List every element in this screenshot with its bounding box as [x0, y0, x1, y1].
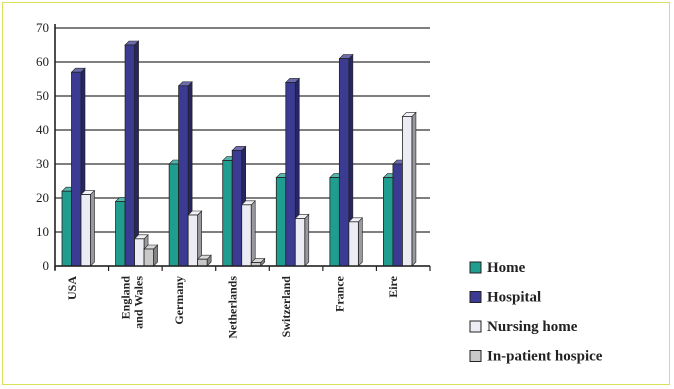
bar-side [304, 213, 310, 267]
bar [240, 200, 256, 267]
y-tick-label: 20 [36, 190, 49, 205]
y-tick-label: 10 [36, 224, 49, 239]
bar [348, 217, 364, 267]
bar-face [392, 163, 403, 267]
bar-face [402, 116, 413, 267]
bar-face [241, 204, 252, 267]
bar [250, 257, 266, 267]
x-category-label: Netherlands [226, 276, 240, 339]
bar [401, 111, 417, 267]
legend-label: In-patient hospice [487, 349, 603, 365]
bar [294, 213, 310, 267]
legend-label: Hospital [487, 290, 541, 306]
bar-face [338, 58, 350, 267]
bar-face [61, 190, 72, 267]
x-category-line: France [333, 275, 347, 312]
x-category-label: Englandand Wales [118, 276, 145, 329]
bar-side [411, 111, 417, 267]
bar [196, 254, 212, 267]
bar [124, 40, 140, 267]
bar-face [178, 85, 189, 267]
x-category-line: Eire [386, 275, 400, 297]
x-category-line: USA [65, 276, 79, 300]
legend-item: Nursing home [469, 319, 578, 335]
legend-swatch [469, 291, 482, 303]
bar-face [124, 44, 135, 267]
legend-item: In-patient hospice [469, 349, 603, 365]
x-category-line: and Wales [131, 276, 145, 329]
bar [143, 244, 159, 267]
x-category-line: Germany [172, 276, 186, 325]
bar-face [294, 217, 306, 267]
legend-label: Nursing home [487, 319, 578, 335]
x-category-line: Netherlands [226, 276, 240, 339]
y-tick-label: 0 [43, 258, 50, 273]
bar-side [358, 217, 363, 267]
legend-item: Home [469, 260, 526, 276]
y-tick-label: 70 [36, 20, 49, 35]
y-tick-label: 30 [36, 156, 49, 171]
bar-side [90, 189, 95, 267]
legend-swatch [469, 320, 482, 333]
legend-label: Home [487, 260, 526, 276]
x-category-line: Switzerland [279, 276, 293, 338]
y-tick-label: 40 [36, 122, 49, 137]
bar-face [80, 194, 91, 267]
x-category-label: USA [65, 276, 79, 300]
bar-face [168, 163, 180, 267]
bar-face [115, 200, 126, 267]
x-category-label: Eire [386, 275, 400, 297]
bar-face [143, 248, 154, 267]
bar-face [134, 238, 145, 267]
legend-swatch [469, 350, 482, 362]
bar-face [187, 214, 199, 267]
bars [61, 40, 417, 267]
legend: Home Hospital Nursing home In-patient hospi… [469, 260, 603, 365]
bar-face [231, 149, 243, 267]
x-axis-categories: USA Englandand Wales Germany Netherlands Swi… [65, 275, 400, 338]
legend-item: Hospital [469, 290, 541, 306]
bar [80, 189, 96, 267]
bar-face [197, 258, 208, 267]
y-tick-label: 50 [36, 88, 49, 103]
bar-face [71, 71, 82, 267]
x-category-label: Switzerland [279, 276, 293, 338]
axes [54, 24, 431, 271]
bar-face [329, 177, 340, 267]
x-category-line: England [118, 276, 132, 320]
x-category-label: Germany [172, 276, 186, 325]
bar-side [250, 200, 256, 267]
y-axis-ticks: 0 10 20 30 40 50 60 70 [36, 20, 49, 273]
bar-face [285, 82, 296, 267]
bar-face [275, 177, 287, 267]
legend-swatch [469, 261, 482, 274]
y-tick-label: 60 [36, 54, 49, 69]
bar-side [134, 40, 139, 267]
bar-face [348, 221, 359, 267]
x-category-label: France [333, 275, 347, 312]
bar-face [383, 177, 394, 267]
bar-face [222, 160, 233, 267]
